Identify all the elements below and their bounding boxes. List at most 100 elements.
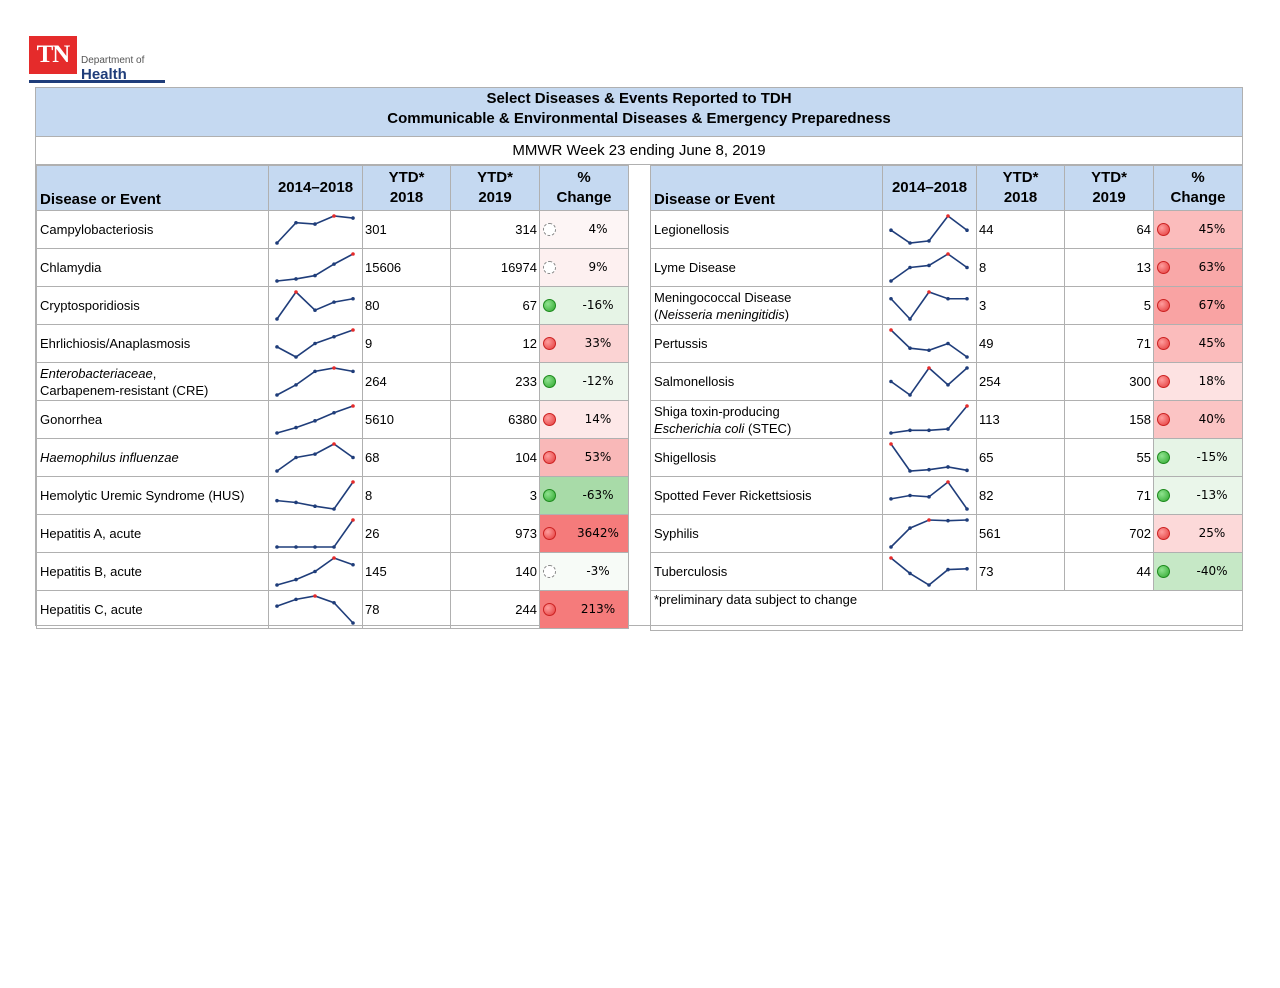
sparkline-point <box>275 241 279 245</box>
table-row: Cryptosporidiosis 80 67 -16% <box>36 286 629 325</box>
disease-name: Ehrlichiosis/Anaplasmosis <box>36 324 269 363</box>
table-row: Haemophilus influenzae 68 104 53% <box>36 438 629 477</box>
footnote: *preliminary data subject to change <box>650 590 1243 631</box>
sparkline-line <box>277 519 354 548</box>
table-row: Shiga toxin-producing Escherichia coli (S… <box>650 400 1243 439</box>
sparkline-point <box>294 277 298 281</box>
decrease-status-icon <box>1157 450 1170 464</box>
sparkline-point <box>965 355 969 359</box>
pct-change-cell: -12% <box>539 362 629 401</box>
sparkline-point <box>889 279 893 283</box>
ytd-2018-value: 145 <box>362 552 451 591</box>
trend-sparkline <box>889 518 969 549</box>
sparkline-point <box>294 545 298 549</box>
disease-name-text: Salmonellosis <box>654 374 735 389</box>
sparkline-line <box>890 557 968 586</box>
ytd-2019-value: 158 <box>1064 400 1154 439</box>
trend-cell <box>268 286 363 325</box>
ytd-2018-value: 49 <box>976 324 1065 363</box>
disease-name-text: Gonorrhea <box>40 412 103 427</box>
pct-change-value: 45% <box>1198 221 1226 236</box>
trend-cell <box>268 362 363 401</box>
pct-change-value: 4% <box>588 221 608 236</box>
sparkline-point <box>908 241 912 245</box>
ytd-2019-value: 64 <box>1064 210 1154 249</box>
sparkline-line <box>276 595 354 624</box>
sparkline-point <box>275 469 279 473</box>
trend-cell <box>882 210 977 249</box>
ytd-2019-value: 314 <box>450 210 540 249</box>
disease-name: Spotted Fever Rickettsiosis <box>650 476 883 515</box>
sparkline-point <box>889 296 893 301</box>
pct-change-cell: 53% <box>539 438 629 477</box>
logo-underline <box>29 80 165 83</box>
sparkline-point <box>313 545 317 549</box>
trend-sparkline <box>889 214 969 245</box>
disease-name-part: ) <box>784 306 790 322</box>
ytd-2018-value: 80 <box>362 286 451 325</box>
sparkline-max-point <box>889 328 893 332</box>
sparkline-point <box>313 419 317 423</box>
ytd-2018-value: 82 <box>976 476 1065 515</box>
pct-change-value: -16% <box>582 297 614 312</box>
disease-name: Cryptosporidiosis <box>36 286 269 325</box>
sparkline-line <box>890 329 968 358</box>
pct-change-cell: 14% <box>539 400 629 439</box>
ytd-2019-value: 16974 <box>450 248 540 287</box>
ytd-2018-value: 113 <box>976 400 1065 439</box>
trend-sparkline <box>275 290 355 321</box>
trend-sparkline <box>889 556 969 587</box>
left-disease-table: Disease or Event 2014–2018 YTD* 2018 YTD*… <box>36 165 629 629</box>
ytd-2019-value: 67 <box>450 286 540 325</box>
trend-cell <box>882 514 977 553</box>
disease-name-text: Syphilis <box>654 526 699 541</box>
sparkline-point <box>294 597 298 602</box>
decrease-status-icon <box>543 374 556 388</box>
sparkline-max-point <box>946 214 950 218</box>
disease-name: Chlamydia <box>36 248 269 287</box>
disease-name: Lyme Disease <box>650 248 883 287</box>
pct-change-cell: 4% <box>539 210 629 249</box>
sparkline-point <box>313 341 317 346</box>
trend-sparkline <box>275 214 355 245</box>
sparkline-point <box>889 379 893 384</box>
table-row: Salmonellosis 254 300 18% <box>650 362 1243 401</box>
pct-change-cell: 63% <box>1153 248 1243 287</box>
disease-name-part: (STEC) <box>744 420 792 436</box>
sparkline-point <box>275 279 279 283</box>
trend-cell <box>882 324 977 363</box>
sparkline-point <box>965 468 969 473</box>
disease-name: Shiga toxin-producing Escherichia coli (S… <box>650 400 883 439</box>
ytd-2018-value: 3 <box>976 286 1065 325</box>
decrease-status-icon <box>1157 564 1170 578</box>
disease-name: Shigellosis <box>650 438 883 477</box>
right-disease-table: Disease or Event 2014–2018 YTD* 2018 YTD*… <box>650 165 1243 631</box>
sparkline-line <box>276 290 354 320</box>
sparkline-point <box>927 348 931 353</box>
sparkline-max-point <box>332 214 336 218</box>
sparkline-point <box>889 497 893 501</box>
table-row: Ehrlichiosis/Anaplasmosis 9 12 33% <box>36 324 629 363</box>
increase-status-icon <box>1157 526 1170 540</box>
table-row: Hepatitis A, acute 26 973 3642% <box>36 514 629 553</box>
sparkline-point <box>946 341 950 346</box>
sparkline-max-point <box>351 252 355 256</box>
decrease-status-icon <box>543 488 556 502</box>
pct-change-value: 53% <box>584 449 612 464</box>
ytd-2019-value: 13 <box>1064 248 1154 287</box>
increase-status-icon <box>543 526 556 540</box>
sparkline-point <box>313 308 317 313</box>
sparkline-point <box>294 383 298 387</box>
trend-cell <box>882 286 977 325</box>
decrease-status-icon <box>543 298 556 312</box>
col-header-ytd2018: YTD* 2018 <box>976 165 1065 211</box>
disease-name-text: Hepatitis B, acute <box>40 564 142 579</box>
ytd-2019-value: 233 <box>450 362 540 401</box>
trend-cell <box>268 590 363 629</box>
trend-sparkline <box>275 594 355 625</box>
ytd-2018-value: 561 <box>976 514 1065 553</box>
pct-change-cell: -16% <box>539 286 629 325</box>
sparkline-line <box>890 443 968 472</box>
pct-change-cell: -15% <box>1153 438 1243 477</box>
col-header-ytd2019: YTD* 2019 <box>450 165 540 211</box>
